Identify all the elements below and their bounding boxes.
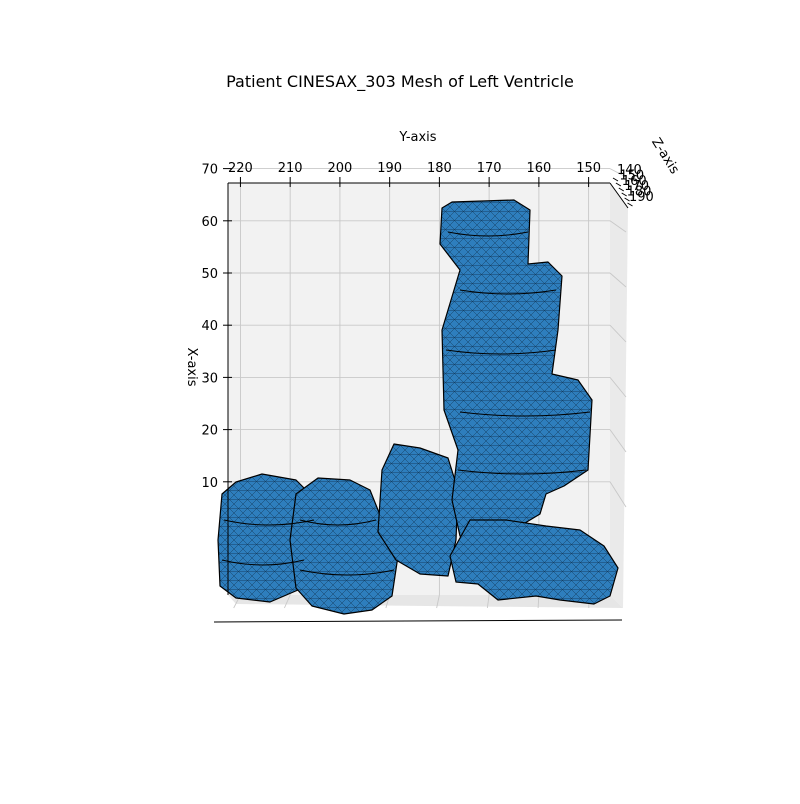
x-tick-label: 10 [201, 476, 218, 491]
x-tick-label: 20 [201, 424, 218, 439]
y-tick-label: 150 [576, 161, 601, 176]
x-tick-label: 40 [201, 319, 218, 334]
x-tick-label: 30 [201, 371, 218, 386]
z-tick-label: 190 [629, 190, 654, 205]
z-tick [616, 183, 621, 186]
y-tick-label: 200 [328, 161, 353, 176]
y-tick-label: 160 [526, 161, 551, 176]
z-tick [613, 178, 618, 181]
y-tick-label: 170 [477, 161, 502, 176]
y-axis-label: Y-axis [398, 130, 436, 145]
y-tick-label: 210 [278, 161, 303, 176]
x-tick-label: 50 [201, 267, 218, 282]
chart-title: Patient CINESAX_303 Mesh of Left Ventric… [0, 72, 800, 91]
x-tick-label: 60 [201, 215, 218, 230]
floor-edge-line [214, 620, 622, 622]
z-axis-label: Z-axis [648, 135, 682, 177]
x-tick-label: 70 [201, 163, 218, 178]
x-axis-label: X-axis [184, 348, 199, 387]
y-tick-label: 180 [427, 161, 452, 176]
y-tick-label: 190 [377, 161, 402, 176]
